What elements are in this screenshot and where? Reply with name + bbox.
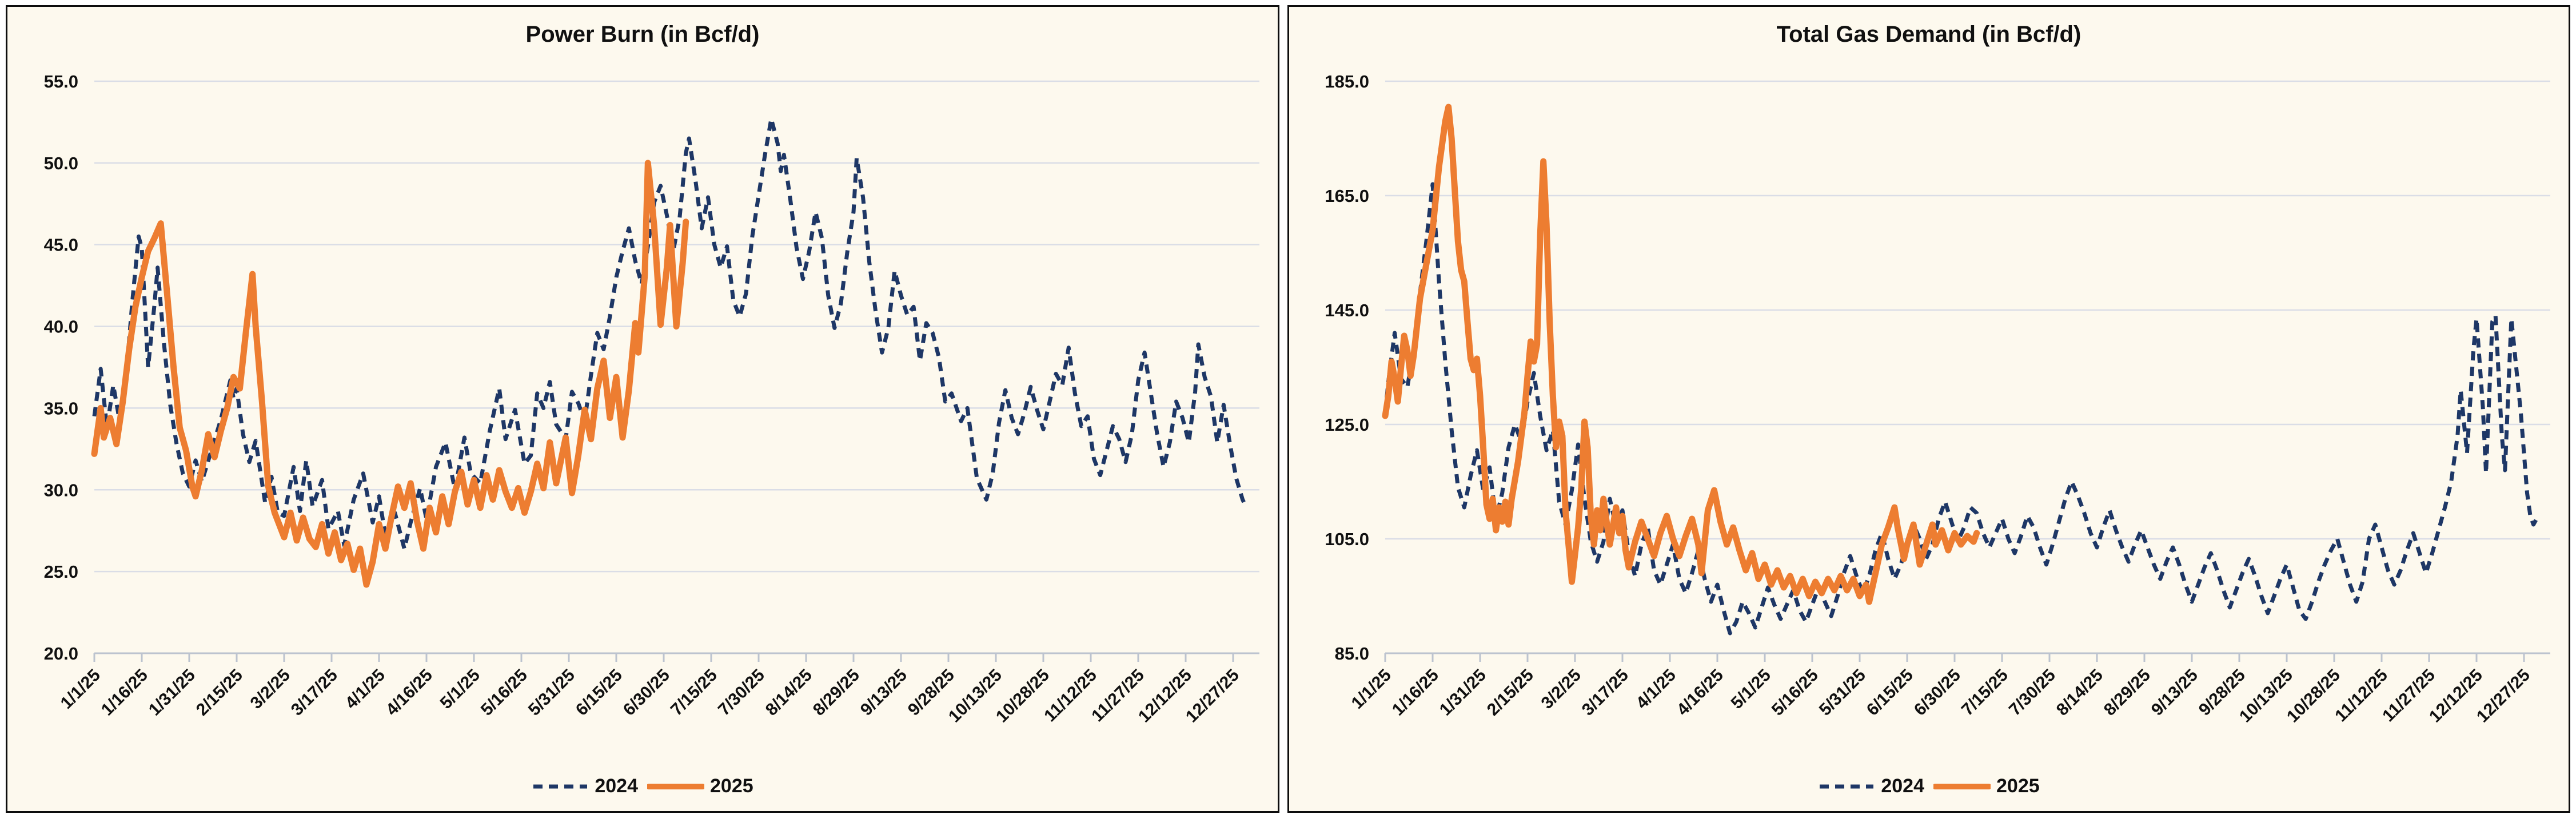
x-tick-label: 6/15/25 [572,666,626,720]
y-tick-label: 40.0 [44,317,78,337]
x-tick-label: 5/16/25 [477,666,531,720]
x-tick-label: 8/29/25 [2100,666,2154,720]
x-tick-label: 7/15/25 [667,666,721,720]
x-tick-label: 5/31/25 [1816,666,1869,720]
solid-line-swatch [647,783,704,789]
x-tick-label: 3/2/25 [247,666,294,713]
y-tick-label: 145.0 [1325,300,1369,320]
x-tick-label: 4/16/25 [382,666,436,720]
y-tick-label: 85.0 [1335,644,1369,664]
y-tick-label: 35.0 [44,398,78,418]
x-tick-label: 6/30/25 [620,666,673,720]
x-tick-label: 4/1/25 [1633,666,1680,713]
power-burn-chart-panel: 55.0 50.0 45.0 40.0 35.0 30.0 25.0 20.0 1/1/25 1/… [6,5,1279,813]
legend-item-2024: 2024 [1818,775,1924,797]
legend-item-2025: 2025 [1933,775,2040,797]
x-tick-label: 2/15/25 [193,666,246,720]
x-tick-label: 8/14/25 [2053,666,2107,720]
x-tick-label: 3/17/25 [1578,666,1632,720]
legend-label-2024: 2024 [595,775,638,797]
x-tick-label: 5/16/25 [1768,666,1822,720]
y-tick-label: 25.0 [44,562,78,582]
x-tick-label: 7/30/25 [715,666,768,720]
x-tick-label: 1/1/25 [1348,666,1395,713]
y-tick-label: 185.0 [1325,72,1369,92]
legend-item-2024: 2024 [532,775,638,797]
y-tick-label: 165.0 [1325,186,1369,206]
x-tick-label: 4/1/25 [342,666,389,713]
legend-item-2025: 2025 [647,775,753,797]
power-burn-chart-title: Power Burn (in Bcf/d) [525,22,760,47]
legend-label-2025: 2025 [1996,775,2040,797]
x-tick-label: 1/16/25 [1389,666,1442,720]
x-tick-label: 5/1/25 [1728,666,1775,713]
x-tick-label: 10/28/25 [2283,666,2344,726]
y-tick-label: 45.0 [44,235,78,255]
series-2024-line [92,117,1248,551]
x-tick-label: 1/31/25 [145,666,199,720]
x-tick-label: 12/27/25 [1182,666,1243,726]
y-tick-label: 55.0 [44,72,78,92]
x-tick-label: 1/1/25 [57,666,104,713]
gas-demand-plot-area: 185.0 165.0 145.0 125.0 105.0 85.01/1/251/16/… [1325,72,2550,726]
legend-label-2025: 2025 [710,775,753,797]
x-tick-label: 11/12/25 [1040,666,1100,726]
y-tick-label: 50.0 [44,153,78,173]
x-tick-label: 9/13/25 [857,666,911,720]
power-burn-plot-area: 55.050.045.040.035.030.025.020.01/1/251/… [44,72,1259,726]
x-tick-label: 7/30/25 [2005,666,2059,720]
x-tick-label: 10/28/25 [992,666,1053,726]
solid-line-swatch [1933,783,1991,789]
x-tick-label: 2/15/25 [1484,666,1537,720]
series-2024-line [1383,182,2539,636]
gas-demand-chart-title: Total Gas Demand (in Bcf/d) [1776,22,2081,47]
x-tick-label: 12/27/25 [2473,666,2534,726]
x-tick-label: 5/1/25 [437,666,484,713]
y-tick-label: 30.0 [44,480,78,500]
y-tick-label: 125.0 [1325,415,1369,435]
dashed-line-swatch [533,784,588,788]
y-tick-label: 105.0 [1325,529,1369,549]
y-tick-label: 20.0 [44,644,78,664]
gas-demand-chart-panel: 185.0 165.0 145.0 125.0 105.0 85.0 1/1/25 1/16/… [1287,5,2570,813]
x-tick-label: 8/29/25 [810,666,863,720]
x-tick-label: 3/2/25 [1538,666,1585,713]
x-tick-label: 7/15/25 [1958,666,2012,720]
x-tick-label: 1/16/25 [98,666,151,720]
series-2025-line [1382,104,1980,605]
x-tick-label: 4/16/25 [1673,666,1727,720]
x-tick-label: 5/31/25 [525,666,579,720]
x-tick-label: 1/31/25 [1436,666,1490,720]
x-tick-label: 9/13/25 [2148,666,2202,720]
x-tick-label: 8/14/25 [762,666,816,720]
x-tick-label: 11/12/25 [2331,666,2391,726]
legend-label-2024: 2024 [1881,775,1924,797]
x-tick-label: 3/17/25 [288,666,341,720]
power-burn-legend: 2024 2025 [7,775,1278,797]
x-tick-label: 6/30/25 [1911,666,1964,720]
x-tick-label: 6/15/25 [1863,666,1917,720]
gas-demand-legend: 2024 2025 [1289,775,2569,797]
dashed-line-swatch [1820,784,1874,788]
series-2025-line [91,160,689,588]
